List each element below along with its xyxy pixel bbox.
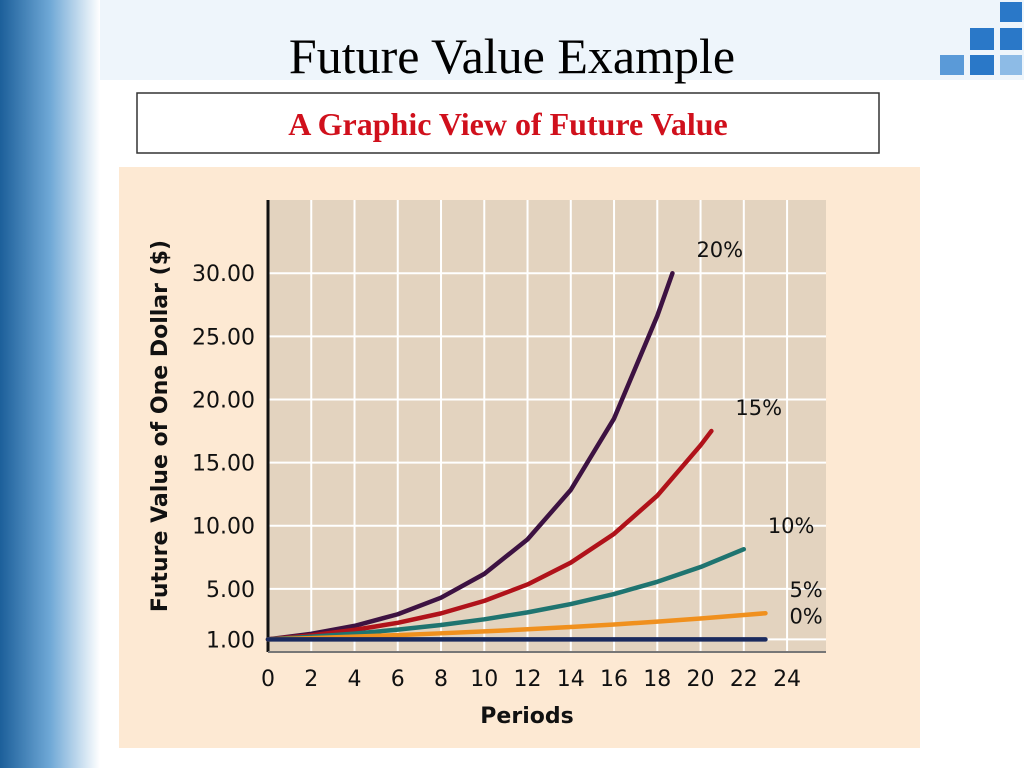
x-tick-label: 4 bbox=[348, 667, 362, 692]
series-line bbox=[265, 546, 747, 642]
y-tick-label: 20.00 bbox=[192, 388, 255, 413]
subtitle-box bbox=[136, 92, 880, 154]
series-label: 15% bbox=[735, 396, 782, 420]
series-label: 10% bbox=[768, 514, 815, 538]
subtitle: A Graphic View of Future Value bbox=[288, 106, 727, 142]
series-label: 5% bbox=[789, 578, 822, 602]
series-label: 20% bbox=[696, 238, 743, 262]
y-tick-label: 5.00 bbox=[206, 578, 255, 603]
series-label: 0% bbox=[789, 604, 822, 628]
series-line bbox=[265, 610, 768, 642]
series-line bbox=[265, 270, 675, 642]
y-tick-label: 25.00 bbox=[192, 325, 255, 350]
chart: 0 2 4 6 8 10 12 14 16 18 20 22 241.005.0010.0015.002… bbox=[148, 200, 826, 729]
x-axis-label: Periods bbox=[480, 704, 573, 729]
x-tick-label: 18 bbox=[643, 667, 671, 692]
header-band bbox=[100, 0, 1024, 80]
y-tick-label: 10.00 bbox=[192, 515, 255, 540]
x-tick-label: 10 bbox=[470, 667, 498, 692]
logo-squares bbox=[940, 2, 1022, 75]
y-tick-label: 1.00 bbox=[206, 628, 255, 653]
x-tick-label: 24 bbox=[773, 667, 801, 692]
x-tick-label: 22 bbox=[730, 667, 758, 692]
y-tick-label: 15.00 bbox=[192, 452, 255, 477]
x-tick-label: 14 bbox=[557, 667, 585, 692]
x-tick-label: 12 bbox=[514, 667, 542, 692]
y-axis-label: Future Value of One Dollar ($) bbox=[148, 240, 173, 612]
series-line bbox=[265, 428, 714, 642]
x-tick-label: 20 bbox=[687, 667, 715, 692]
x-tick-label: 8 bbox=[434, 667, 448, 692]
x-tick-label: 16 bbox=[600, 667, 628, 692]
x-tick-label: 2 bbox=[304, 667, 318, 692]
slide-title: Future Value Example bbox=[289, 28, 735, 84]
plot-area bbox=[268, 200, 826, 652]
side-stripe bbox=[0, 0, 100, 768]
x-tick-label: 0 bbox=[261, 667, 275, 692]
y-tick-label: 30.00 bbox=[192, 262, 255, 287]
x-tick-label: 6 bbox=[391, 667, 405, 692]
